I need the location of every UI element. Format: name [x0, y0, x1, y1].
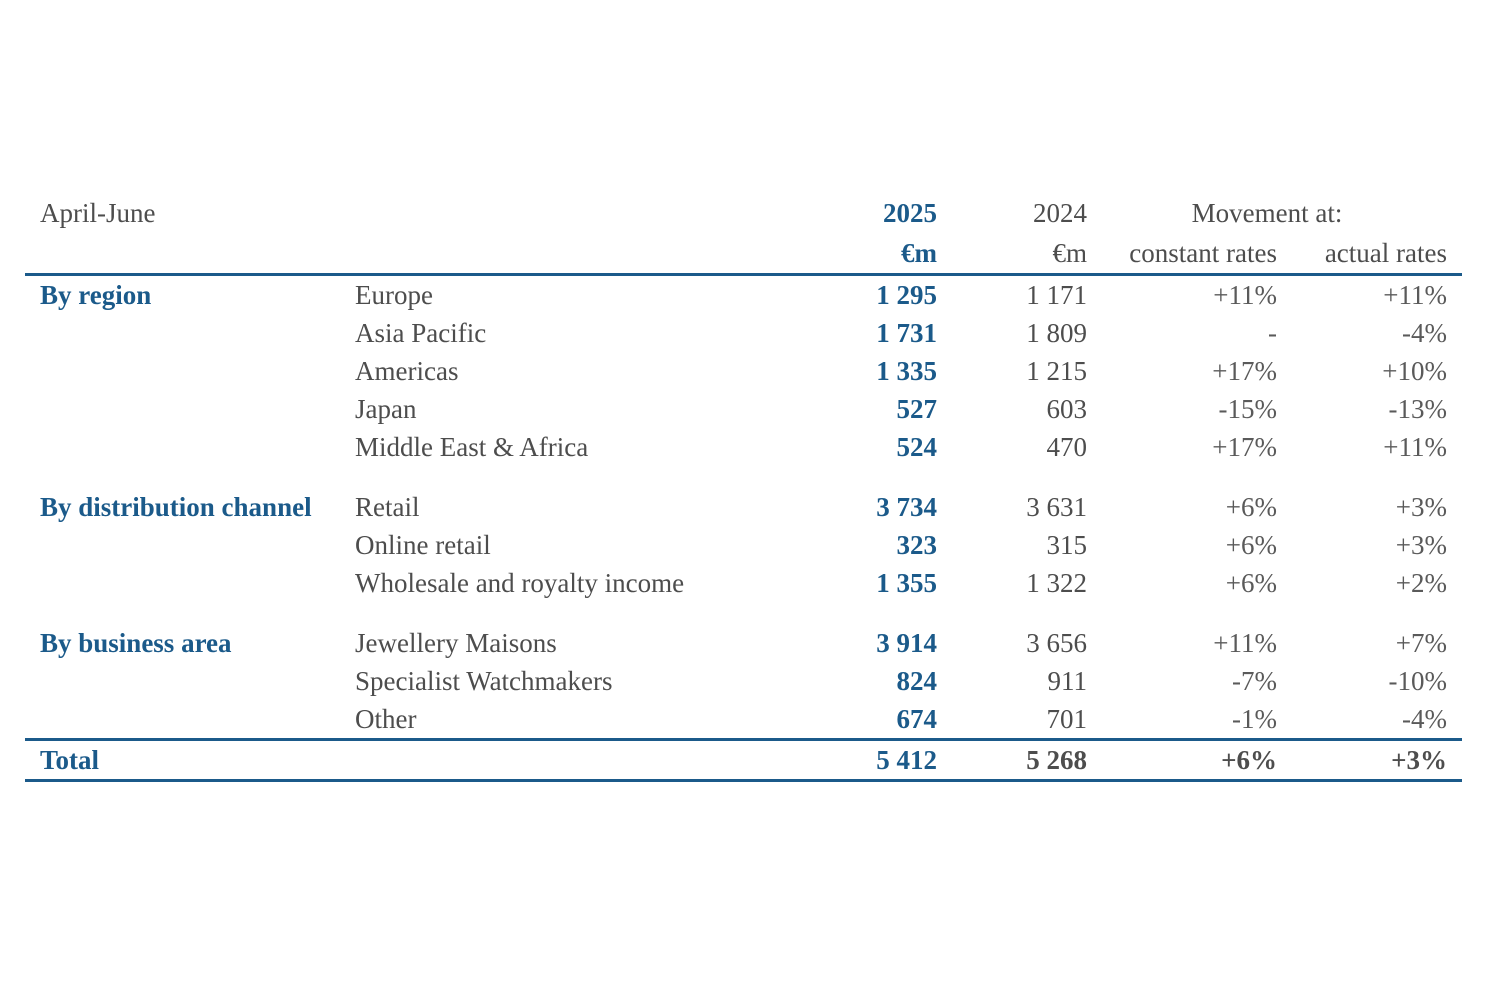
table-row: By business area Jewellery Maisons 3 914… [25, 624, 1462, 662]
empty-header-cell [25, 233, 355, 276]
table-row: Americas 1 335 1 215 +17% +10% [25, 352, 1462, 390]
movement-constant: -7% [1232, 665, 1277, 696]
row-item: Specialist Watchmakers [355, 665, 613, 696]
row-item: Asia Pacific [355, 317, 487, 348]
movement-constant: -15% [1218, 393, 1277, 424]
movement-actual: +11% [1383, 431, 1447, 462]
table-row: Other 674 701 -1% -4% [25, 700, 1462, 740]
value-2025: 1 731 [876, 317, 937, 348]
movement-actual: -13% [1388, 393, 1447, 424]
total-row: Total 5 412 5 268 +6% +3% [25, 738, 1462, 782]
movement-constant: -1% [1232, 703, 1277, 734]
empty-header-cell [355, 193, 710, 233]
row-item: Retail [355, 491, 420, 522]
sales-breakdown-table: April-June 2025 2024 Movement at: €m €m … [25, 193, 1462, 782]
row-item: Jewellery Maisons [355, 627, 557, 658]
movement-constant: +11% [1213, 627, 1277, 658]
movement-constant: +11% [1213, 279, 1277, 310]
total-2025: 5 412 [710, 738, 937, 782]
table-row: Middle East & Africa 524 470 +17% +11% [25, 428, 1462, 466]
group-label-by-business-area: By business area [40, 627, 232, 658]
value-2025: 3 734 [876, 491, 937, 522]
value-2025: 1 295 [876, 279, 937, 310]
row-item: Americas [355, 355, 459, 386]
value-2024: 1 809 [1026, 317, 1087, 348]
row-item: Middle East & Africa [355, 431, 589, 462]
header-row-years: April-June 2025 2024 Movement at: [25, 193, 1462, 233]
value-2025: 323 [896, 529, 938, 560]
movement-actual: +2% [1395, 567, 1447, 598]
movement-constant: - [1268, 317, 1277, 348]
value-2025: 824 [896, 665, 938, 696]
movement-actual: +3% [1395, 529, 1447, 560]
value-2024: 1 322 [1026, 567, 1087, 598]
table-row: By region Europe 1 295 1 171 +11% +11% [25, 275, 1462, 315]
row-item: Other [355, 703, 417, 734]
value-2025: 1 335 [876, 355, 937, 386]
row-item: Europe [355, 279, 433, 310]
value-2024: 3 656 [1026, 627, 1087, 658]
movement-actual: +10% [1382, 355, 1447, 386]
movement-constant: +6% [1225, 529, 1277, 560]
group-spacer [25, 466, 1462, 488]
value-2025: 527 [896, 393, 938, 424]
row-item: Online retail [355, 529, 491, 560]
row-item: Wholesale and royalty income [355, 567, 685, 598]
movement-actual: -4% [1402, 703, 1447, 734]
movement-at-header: Movement at: [1191, 197, 1343, 228]
value-2024: 3 631 [1026, 491, 1087, 522]
movement-actual: +11% [1383, 279, 1447, 310]
table-row: Asia Pacific 1 731 1 809 - -4% [25, 314, 1462, 352]
value-2024: 1 215 [1026, 355, 1087, 386]
value-2025: 524 [896, 431, 938, 462]
value-2024: 701 [1046, 703, 1088, 734]
value-2025: 1 355 [876, 567, 937, 598]
row-item: Japan [355, 393, 417, 424]
group-label-by-distribution-channel: By distribution channel [40, 491, 312, 522]
table-row: Japan 527 603 -15% -13% [25, 390, 1462, 428]
movement-constant: +6% [1225, 567, 1277, 598]
table-row: Wholesale and royalty income 1 355 1 322… [25, 564, 1462, 602]
table-row: By distribution channel Retail 3 734 3 6… [25, 488, 1462, 526]
unit-2024: €m [937, 233, 1087, 276]
group-spacer [25, 602, 1462, 624]
movement-constant: +17% [1212, 355, 1277, 386]
group-label-by-region: By region [40, 279, 152, 310]
value-2024: 470 [1046, 431, 1088, 462]
value-2025: 3 914 [876, 627, 937, 658]
total-label: Total [25, 738, 355, 782]
value-2024: 911 [1047, 665, 1088, 696]
movement-actual: +7% [1395, 627, 1447, 658]
col-header-2024: 2024 [1033, 197, 1087, 228]
period-label: April-June [40, 197, 156, 228]
total-constant: +6% [1087, 738, 1277, 782]
actual-rates-header: actual rates [1277, 233, 1462, 276]
table-row: Online retail 323 315 +6% +3% [25, 526, 1462, 564]
table-row: Specialist Watchmakers 824 911 -7% -10% [25, 662, 1462, 700]
value-2024: 315 [1046, 529, 1088, 560]
value-2024: 1 171 [1026, 279, 1087, 310]
total-2024: 5 268 [937, 738, 1087, 782]
unit-2025: €m [710, 233, 937, 276]
header-row-units: €m €m constant rates actual rates [25, 233, 1462, 276]
col-header-2025: 2025 [883, 197, 937, 228]
empty-header-cell [355, 233, 710, 276]
value-2024: 603 [1046, 393, 1088, 424]
value-2025: 674 [896, 703, 938, 734]
quarterly-sales-report: April-June 2025 2024 Movement at: €m €m … [25, 193, 1462, 782]
constant-rates-header: constant rates [1087, 233, 1277, 276]
movement-constant: +17% [1212, 431, 1277, 462]
total-actual: +3% [1277, 738, 1462, 782]
movement-actual: -4% [1402, 317, 1447, 348]
movement-constant: +6% [1225, 491, 1277, 522]
movement-actual: +3% [1395, 491, 1447, 522]
movement-actual: -10% [1388, 665, 1447, 696]
